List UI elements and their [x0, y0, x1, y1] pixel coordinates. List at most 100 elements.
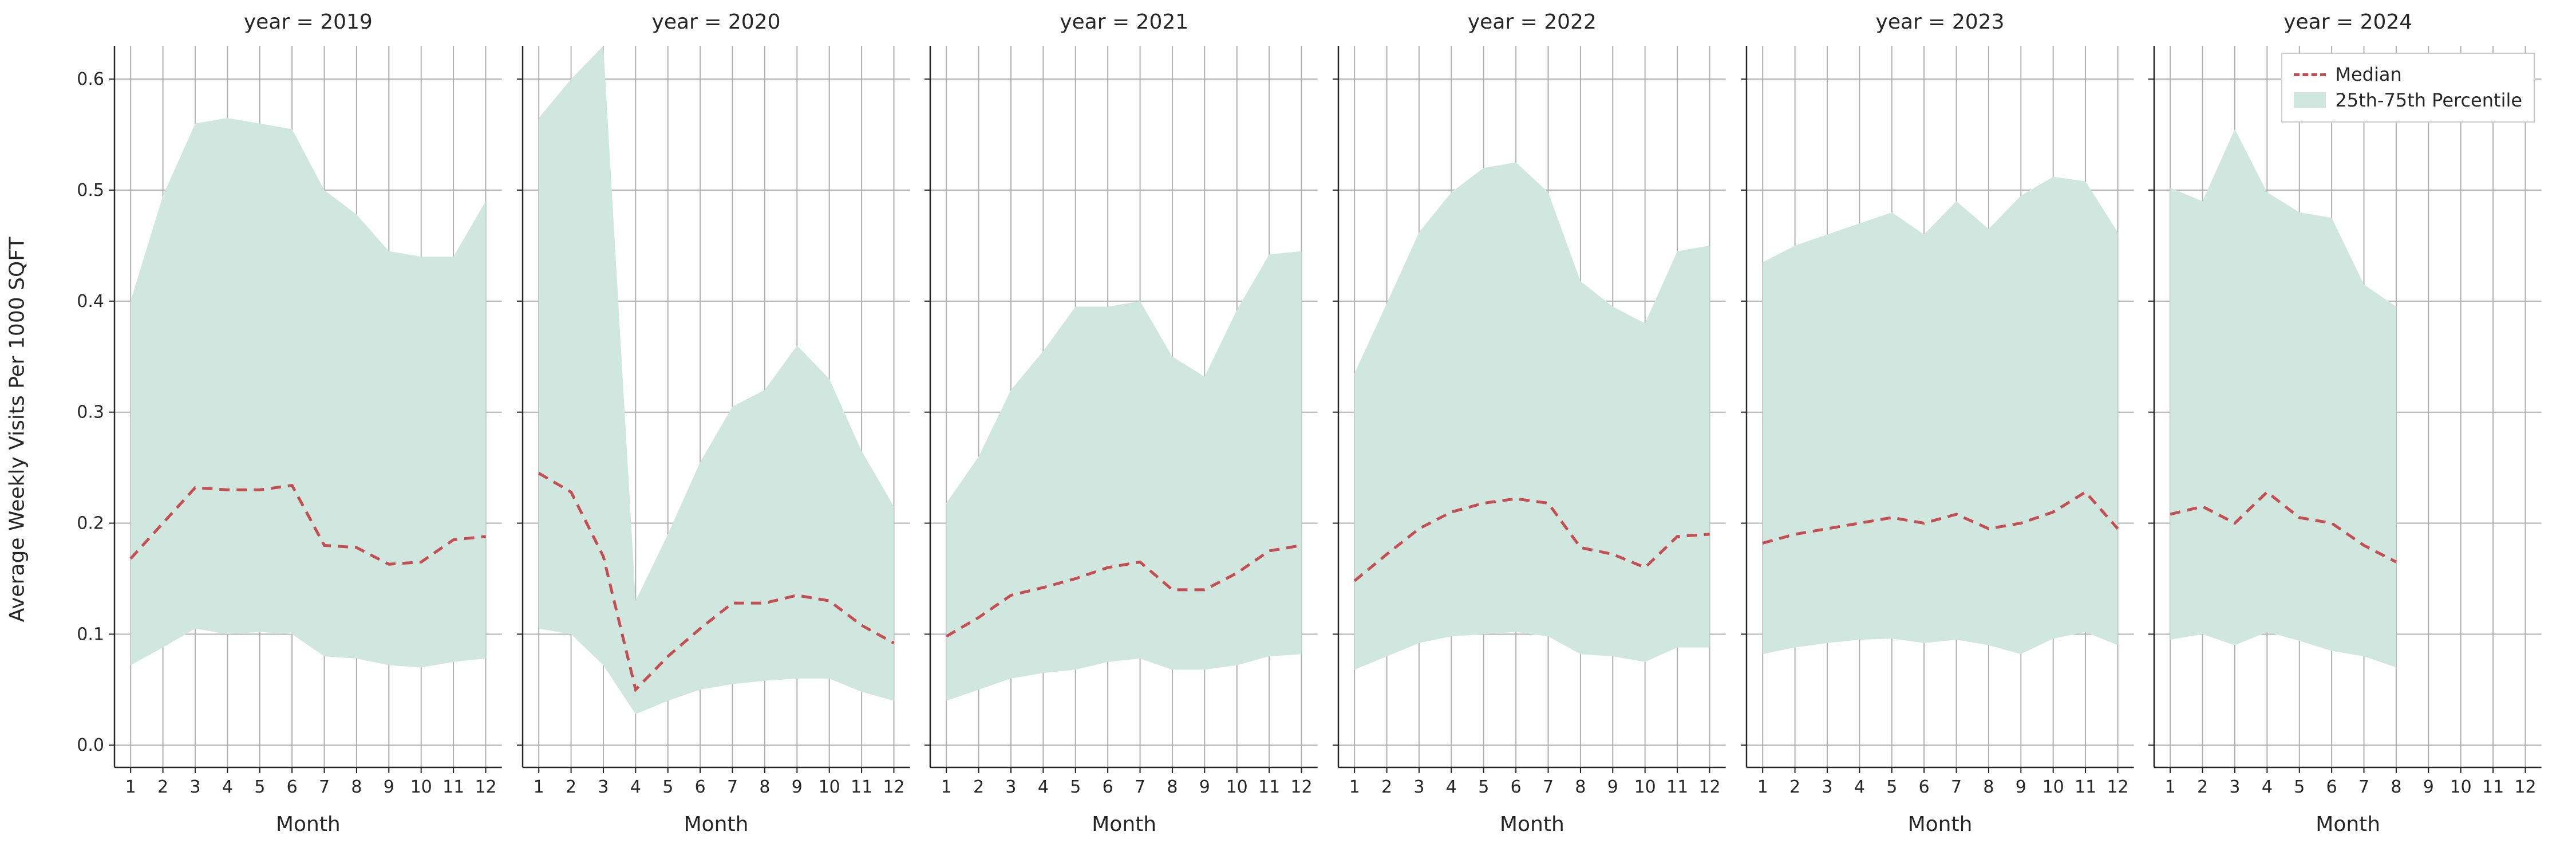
plot-area: 123456789101112 [523, 46, 910, 767]
panel-1: year = 2020123456789101112Month [523, 46, 910, 767]
xtick-label: 10 [410, 777, 432, 797]
legend-label: Median [2335, 62, 2401, 88]
xtick-label: 10 [2450, 777, 2472, 797]
xtick-label: 11 [2482, 777, 2504, 797]
iqr-band [1763, 177, 2117, 655]
xtick-label: 1 [1757, 777, 1768, 797]
xtick-label: 2 [973, 777, 984, 797]
panel-title: year = 2021 [930, 10, 1318, 34]
iqr-band [947, 251, 1302, 701]
xtick-label: 6 [287, 777, 298, 797]
xtick-label: 5 [662, 777, 673, 797]
xtick-label: 12 [1291, 777, 1313, 797]
xtick-label: 8 [2391, 777, 2402, 797]
iqr-band [2171, 129, 2397, 667]
xtick-label: 11 [2075, 777, 2096, 797]
xtick-label: 6 [694, 777, 705, 797]
xtick-label: 4 [630, 777, 641, 797]
xtick-label: 6 [1103, 777, 1113, 797]
xtick-label: 5 [254, 777, 265, 797]
plot-area: 1234567891011120.00.10.20.30.40.50.6 [114, 46, 502, 767]
xtick-label: 9 [384, 777, 394, 797]
xtick-label: 4 [1854, 777, 1865, 797]
xtick-label: 2 [157, 777, 168, 797]
figure: Average Weekly Visits Per 1000 SQFT year… [0, 0, 2576, 859]
plot-area: 123456789101112 [1338, 46, 1726, 767]
xtick-label: 10 [1226, 777, 1248, 797]
x-axis-label: Month [930, 813, 1318, 836]
xtick-label: 2 [1789, 777, 1800, 797]
x-axis-label: Month [2154, 813, 2542, 836]
xtick-label: 10 [818, 777, 840, 797]
ytick-label: 0.2 [77, 514, 104, 534]
xtick-label: 1 [533, 777, 544, 797]
xtick-label: 8 [759, 777, 770, 797]
xtick-label: 8 [1575, 777, 1586, 797]
xtick-label: 3 [1822, 777, 1832, 797]
panel-title: year = 2024 [2154, 10, 2542, 34]
panel-0: year = 20191234567891011120.00.10.20.30.… [114, 46, 502, 767]
ytick-label: 0.5 [77, 180, 104, 200]
xtick-label: 6 [2326, 777, 2337, 797]
xtick-label: 9 [1199, 777, 1210, 797]
iqr-band [131, 118, 485, 668]
xtick-label: 2 [566, 777, 576, 797]
xtick-label: 8 [1167, 777, 1178, 797]
xtick-label: 9 [2015, 777, 2026, 797]
x-axis-label: Month [523, 813, 910, 836]
xtick-label: 12 [475, 777, 496, 797]
xtick-label: 7 [2358, 777, 2369, 797]
xtick-label: 9 [791, 777, 802, 797]
xtick-label: 11 [1666, 777, 1688, 797]
xtick-label: 5 [1070, 777, 1081, 797]
panel-title: year = 2020 [523, 10, 910, 34]
x-axis-label: Month [1747, 813, 2134, 836]
xtick-label: 1 [2165, 777, 2176, 797]
xtick-label: 4 [1038, 777, 1049, 797]
xtick-label: 9 [1607, 777, 1618, 797]
panel-title: year = 2022 [1338, 10, 1726, 34]
xtick-label: 6 [1918, 777, 1929, 797]
panel-title: year = 2019 [114, 10, 502, 34]
y-axis-label: Average Weekly Visits Per 1000 SQFT [6, 237, 29, 622]
xtick-label: 11 [1258, 777, 1280, 797]
legend: Median25th-75th Percentile [2281, 53, 2535, 123]
xtick-label: 7 [1951, 777, 1962, 797]
xtick-label: 5 [1886, 777, 1897, 797]
legend-row: 25th-75th Percentile [2294, 88, 2522, 113]
x-axis-label: Month [114, 813, 502, 836]
xtick-label: 11 [442, 777, 464, 797]
plot-area: 123456789101112 [2154, 46, 2542, 767]
xtick-label: 6 [1511, 777, 1522, 797]
xtick-label: 4 [222, 777, 233, 797]
xtick-label: 3 [189, 777, 200, 797]
xtick-label: 3 [1413, 777, 1424, 797]
panel-3: year = 2022123456789101112Month [1338, 46, 1726, 767]
xtick-label: 1 [1349, 777, 1360, 797]
xtick-label: 1 [125, 777, 136, 797]
ytick-label: 0.1 [77, 624, 104, 644]
xtick-label: 7 [1543, 777, 1554, 797]
legend-label: 25th-75th Percentile [2335, 88, 2522, 113]
legend-patch-icon [2294, 92, 2326, 108]
xtick-label: 4 [1446, 777, 1457, 797]
xtick-label: 5 [2294, 777, 2305, 797]
xtick-label: 5 [1478, 777, 1489, 797]
panels-row: year = 20191234567891011120.00.10.20.30.… [114, 46, 2542, 767]
xtick-label: 1 [941, 777, 952, 797]
iqr-band [1354, 163, 1709, 670]
iqr-band [539, 46, 894, 714]
ytick-label: 0.4 [77, 291, 104, 312]
legend-line-icon [2294, 73, 2326, 76]
ytick-label: 0.0 [77, 735, 104, 755]
xtick-label: 4 [2262, 777, 2273, 797]
xtick-label: 3 [2230, 777, 2241, 797]
xtick-label: 12 [1698, 777, 1720, 797]
xtick-label: 10 [2042, 777, 2064, 797]
plot-area: 123456789101112 [1747, 46, 2134, 767]
xtick-label: 3 [1006, 777, 1017, 797]
xtick-label: 7 [727, 777, 738, 797]
panel-title: year = 2023 [1747, 10, 2134, 34]
panel-4: year = 2023123456789101112Month [1747, 46, 2134, 767]
xtick-label: 8 [351, 777, 362, 797]
